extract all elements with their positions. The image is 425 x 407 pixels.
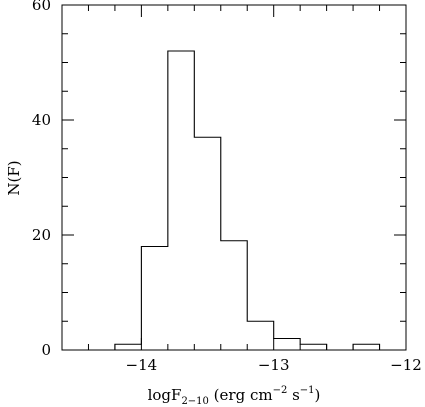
x-label-subscript: 2−10 [181, 396, 208, 407]
y-tick-label: 40 [32, 111, 51, 129]
x-label-exponent-2: −1 [300, 385, 315, 396]
x-tick-label: −14 [126, 356, 158, 374]
x-tick-label: −13 [258, 356, 290, 374]
y-tick-label: 20 [32, 226, 51, 244]
x-label-open: (erg cm [209, 386, 273, 404]
x-label-close: ) [315, 386, 321, 404]
x-tick-label: −12 [390, 356, 422, 374]
x-label-main: logF [148, 386, 182, 404]
x-axis-label: logF2−10 (erg cm−2 s−1) [148, 385, 321, 407]
histogram-step-line [62, 50, 406, 351]
x-label-exponent-1: −2 [273, 385, 288, 396]
plot-frame [61, 4, 407, 351]
tick-labels: −14 −13 −12 0 20 40 60 [32, 0, 422, 374]
axis-ticks [61, 4, 407, 351]
x-label-mid: s [287, 386, 299, 404]
y-axis-label: N(F) [5, 160, 23, 195]
y-tick-label: 0 [41, 341, 51, 359]
y-tick-label: 60 [32, 0, 51, 14]
